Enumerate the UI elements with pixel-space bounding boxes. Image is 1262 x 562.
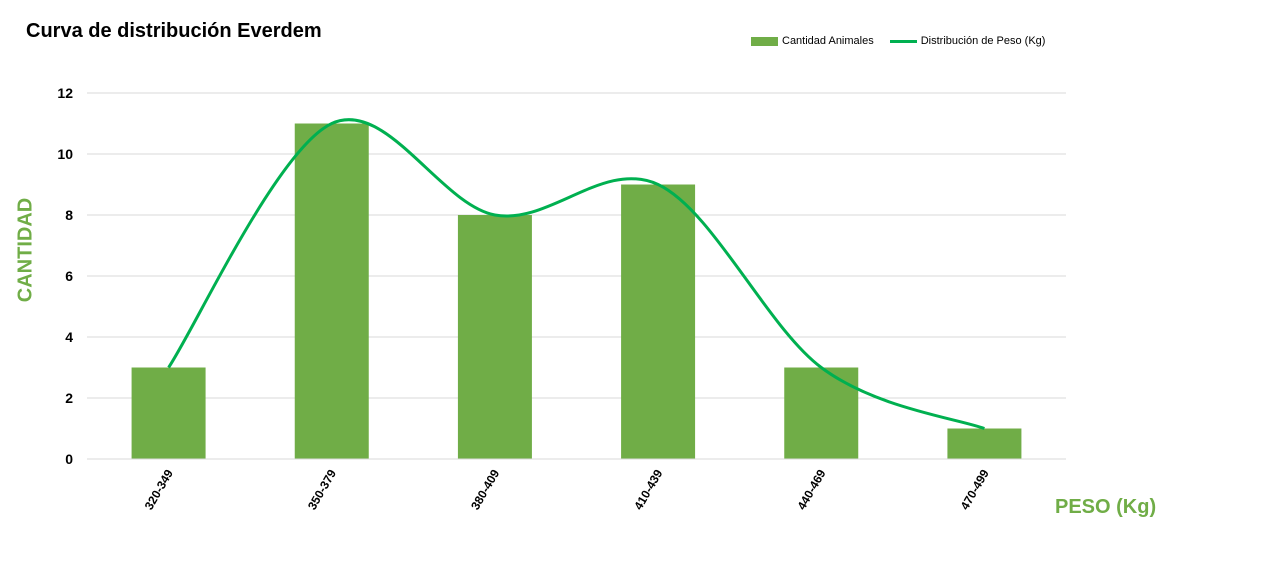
legend-item-line: Distribución de Peso (Kg) — [889, 35, 1046, 47]
bar-320-349 — [131, 367, 206, 459]
x-tick-label: 410-439 — [631, 467, 665, 512]
y-tick-label: 12 — [57, 85, 73, 101]
bar-410-439 — [621, 184, 696, 459]
legend: Cantidad Animales Distribución de Peso (… — [751, 35, 1061, 47]
y-tick-label: 8 — [65, 207, 73, 223]
bar-380-409 — [457, 215, 532, 459]
x-tick-label: 440-469 — [794, 467, 828, 512]
y-tick-label: 0 — [65, 451, 73, 467]
y-tick-label: 10 — [57, 146, 73, 162]
chart-title: Curva de distribución Everdem — [26, 20, 322, 42]
y-tick-label: 4 — [65, 329, 73, 345]
x-tick-label: 470-499 — [958, 467, 992, 512]
bar-350-379 — [294, 123, 369, 459]
x-tick-label: 350-379 — [305, 467, 339, 512]
distribution-line — [167, 118, 985, 430]
legend-label-line: Distribución de Peso (Kg) — [920, 35, 1046, 47]
x-tick-label: 320-349 — [142, 467, 176, 512]
x-tick-label: 380-409 — [468, 467, 502, 512]
bar-470-499 — [947, 428, 1022, 459]
legend-label-bars: Cantidad Animales — [782, 35, 874, 47]
bar-440-469 — [784, 367, 859, 459]
legend-item-bars: Cantidad Animales — [751, 35, 874, 47]
x-axis-label: PESO (Kg) — [1055, 496, 1157, 518]
legend-swatch-bars — [751, 36, 778, 46]
legend-swatch-line — [889, 39, 917, 43]
y-tick-label: 2 — [65, 390, 73, 406]
y-tick-label: 6 — [65, 268, 73, 284]
